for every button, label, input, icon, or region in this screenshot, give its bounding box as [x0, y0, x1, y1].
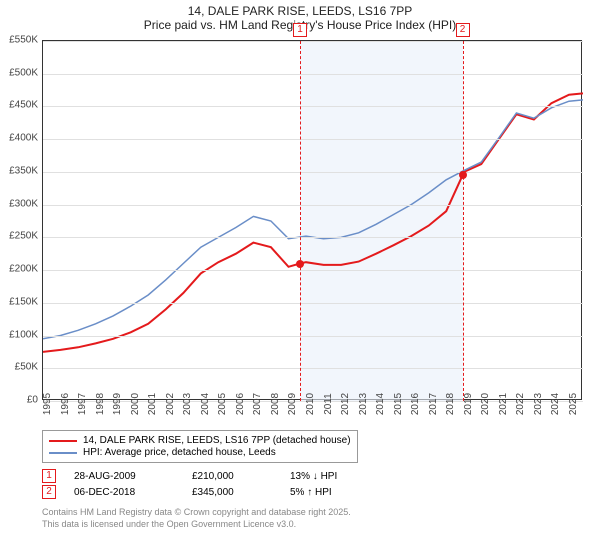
legend-box: 14, DALE PARK RISE, LEEDS, LS16 7PP (det… — [42, 430, 358, 463]
y-tick-label: £50K — [15, 362, 38, 373]
x-tick-label: 2006 — [235, 393, 246, 415]
marker-row-1: 1 28-AUG-2009 £210,000 13% ↓ HPI — [42, 469, 582, 483]
x-tick-label: 2005 — [217, 393, 228, 415]
chart-area: 12 £0£50K£100K£150K£200K£250K£300K£350K£… — [42, 40, 582, 400]
y-gridline — [43, 368, 583, 369]
x-tick-label: 2001 — [147, 393, 158, 415]
legend-row-1: 14, DALE PARK RISE, LEEDS, LS16 7PP (det… — [49, 435, 351, 446]
marker-line-1 — [300, 41, 301, 401]
legend-label-1: 14, DALE PARK RISE, LEEDS, LS16 7PP (det… — [83, 435, 351, 446]
marker-row-2: 2 06-DEC-2018 £345,000 5% ↑ HPI — [42, 485, 582, 499]
x-tick-label: 2003 — [182, 393, 193, 415]
line-layer — [43, 41, 583, 401]
legend-swatch-2 — [49, 452, 77, 454]
y-gridline — [43, 106, 583, 107]
y-gridline — [43, 336, 583, 337]
plot-region: 12 — [42, 40, 582, 400]
x-tick-label: 1996 — [60, 393, 71, 415]
legend-swatch-1 — [49, 440, 77, 442]
y-gridline — [43, 270, 583, 271]
y-gridline — [43, 41, 583, 42]
y-gridline — [43, 139, 583, 140]
y-tick-label: £300K — [9, 198, 38, 209]
x-tick-label: 2010 — [305, 393, 316, 415]
legend-row-2: HPI: Average price, detached house, Leed… — [49, 447, 351, 458]
marker-line-2 — [463, 41, 464, 401]
x-tick-label: 2013 — [358, 393, 369, 415]
x-tick-label: 2017 — [428, 393, 439, 415]
marker-label-2: 2 — [456, 23, 470, 37]
y-tick-label: £500K — [9, 67, 38, 78]
y-tick-label: £450K — [9, 100, 38, 111]
x-tick-label: 2012 — [340, 393, 351, 415]
y-tick-label: £150K — [9, 296, 38, 307]
x-tick-label: 1999 — [112, 393, 123, 415]
marker-dot-1 — [296, 260, 304, 268]
marker-dot-2 — [459, 171, 467, 179]
marker-price-2: £345,000 — [192, 487, 272, 498]
footer-line-1: Contains HM Land Registry data © Crown c… — [42, 507, 582, 519]
legend-label-2: HPI: Average price, detached house, Leed… — [83, 447, 276, 458]
x-tick-label: 2008 — [270, 393, 281, 415]
footer-line-2: This data is licensed under the Open Gov… — [42, 519, 582, 531]
x-tick-label: 1998 — [95, 393, 106, 415]
x-tick-label: 2016 — [410, 393, 421, 415]
x-tick-label: 2015 — [393, 393, 404, 415]
x-tick-label: 2009 — [287, 393, 298, 415]
y-tick-label: £350K — [9, 165, 38, 176]
marker-row-box-2: 2 — [42, 485, 56, 499]
x-tick-label: 2000 — [130, 393, 141, 415]
x-tick-label: 2020 — [480, 393, 491, 415]
x-tick-label: 2019 — [463, 393, 474, 415]
y-tick-label: £400K — [9, 133, 38, 144]
y-gridline — [43, 303, 583, 304]
marker-price-1: £210,000 — [192, 471, 272, 482]
marker-delta-1: 13% ↓ HPI — [290, 471, 337, 482]
marker-delta-2: 5% ↑ HPI — [290, 487, 332, 498]
x-tick-label: 2002 — [165, 393, 176, 415]
x-tick-label: 2011 — [323, 393, 334, 415]
marker-date-2: 06-DEC-2018 — [74, 487, 174, 498]
y-gridline — [43, 237, 583, 238]
x-tick-label: 2023 — [533, 393, 544, 415]
x-tick-label: 2022 — [515, 393, 526, 415]
x-tick-label: 2024 — [550, 393, 561, 415]
x-tick-label: 2021 — [498, 393, 509, 415]
x-tick-label: 1995 — [42, 393, 53, 415]
y-tick-label: £200K — [9, 264, 38, 275]
y-gridline — [43, 74, 583, 75]
markers-table: 1 28-AUG-2009 £210,000 13% ↓ HPI 2 06-DEC-201… — [42, 469, 582, 499]
marker-label-1: 1 — [293, 23, 307, 37]
y-gridline — [43, 172, 583, 173]
legend-block: 14, DALE PARK RISE, LEEDS, LS16 7PP (det… — [42, 430, 582, 530]
x-tick-label: 2025 — [568, 393, 579, 415]
marker-row-box-1: 1 — [42, 469, 56, 483]
x-tick-label: 2007 — [252, 393, 263, 415]
y-tick-label: £550K — [9, 35, 38, 46]
y-tick-label: £100K — [9, 329, 38, 340]
x-tick-label: 2018 — [445, 393, 456, 415]
footer: Contains HM Land Registry data © Crown c… — [42, 507, 582, 530]
y-tick-label: £250K — [9, 231, 38, 242]
x-tick-label: 2014 — [375, 393, 386, 415]
y-tick-label: £0 — [27, 395, 38, 406]
x-tick-label: 2004 — [200, 393, 211, 415]
x-tick-label: 1997 — [77, 393, 88, 415]
title-line-1: 14, DALE PARK RISE, LEEDS, LS16 7PP — [0, 4, 600, 18]
y-gridline — [43, 205, 583, 206]
marker-date-1: 28-AUG-2009 — [74, 471, 174, 482]
